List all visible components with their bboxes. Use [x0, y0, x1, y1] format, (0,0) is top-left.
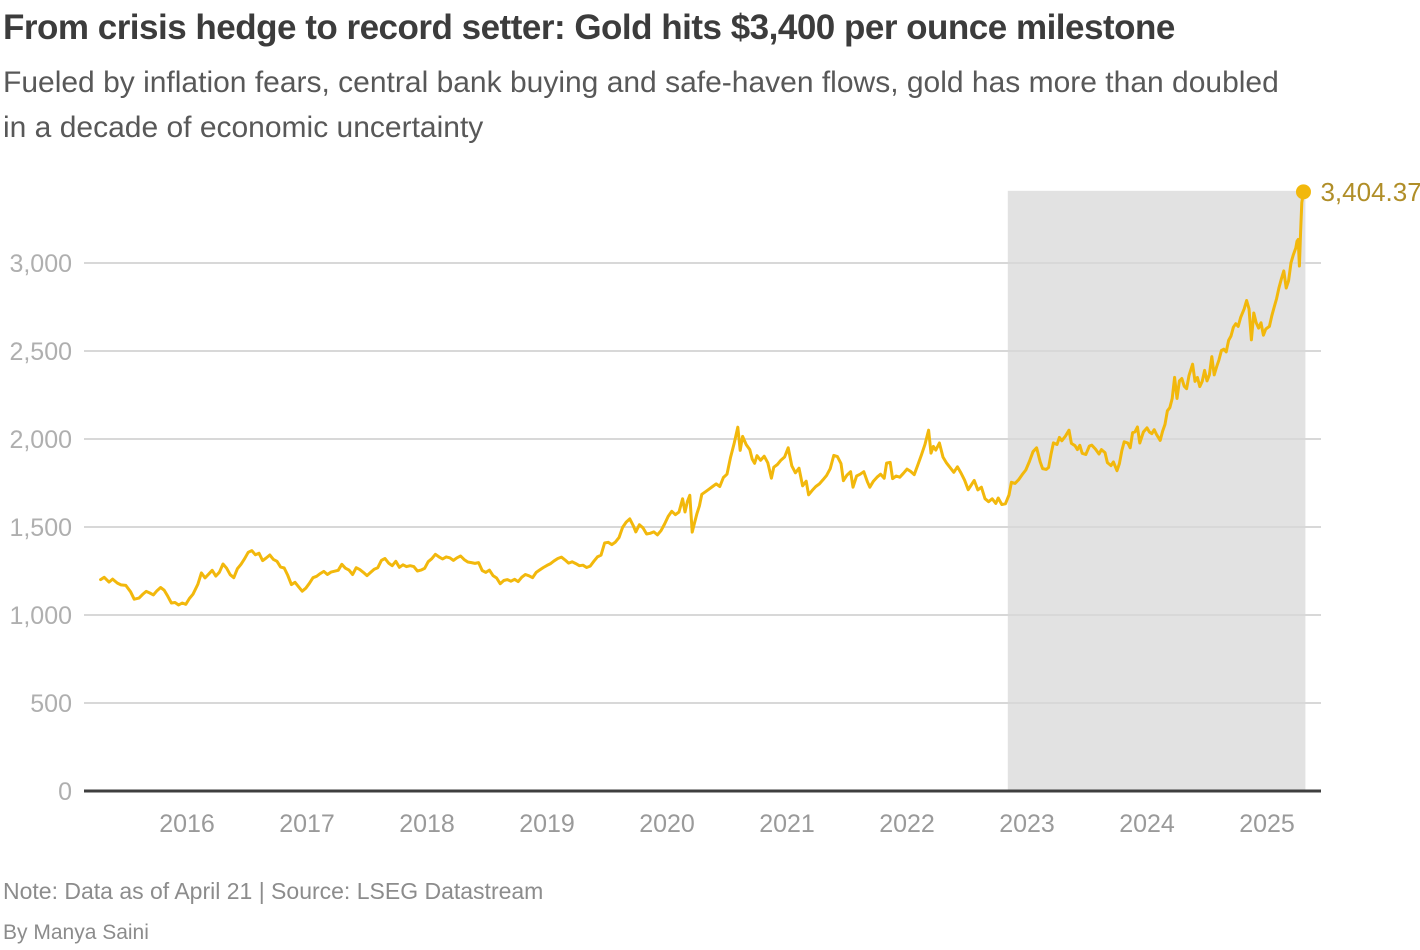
y-axis-tick-label: 2,000 — [9, 426, 72, 454]
latest-value-dot — [1295, 184, 1311, 200]
source-note: Note: Data as of April 21 | Source: LSEG… — [3, 878, 544, 904]
gold-price-line — [99, 190, 1305, 607]
chart-title: From crisis hedge to record setter: Gold… — [3, 8, 1175, 47]
x-axis-tick-label: 2019 — [519, 810, 575, 838]
y-axis-tick-label: 1,000 — [9, 602, 72, 630]
latest-value-label: 3,404.37 — [1320, 177, 1420, 207]
x-axis-tick-label: 2021 — [759, 810, 815, 838]
x-axis-tick-label: 2020 — [639, 810, 695, 838]
chart-subtitle-line1: Fueled by inflation fears, central bank … — [3, 66, 1279, 99]
highlight-region-band — [1007, 190, 1306, 792]
x-axis-tick-label: 2018 — [399, 810, 455, 838]
y-axis-tick-label: 0 — [58, 778, 72, 806]
x-axis-tick-label: 2016 — [159, 810, 215, 838]
x-axis-tick-label: 2017 — [279, 810, 335, 838]
y-axis-tick-label: 2,500 — [9, 338, 72, 366]
y-axis-tick-label: 1,500 — [9, 514, 72, 542]
byline: By Manya Saini — [3, 921, 149, 944]
x-axis-tick-label: 2024 — [1119, 810, 1175, 838]
x-axis-tick-label: 2025 — [1239, 810, 1295, 838]
x-axis-tick-label: 2022 — [879, 810, 935, 838]
y-axis-tick-label: 3,000 — [9, 250, 72, 278]
y-axis-tick-label: 500 — [30, 690, 72, 718]
x-axis-tick-label: 2023 — [999, 810, 1055, 838]
chart-subtitle-line2: in a decade of economic uncertainty — [3, 111, 484, 144]
